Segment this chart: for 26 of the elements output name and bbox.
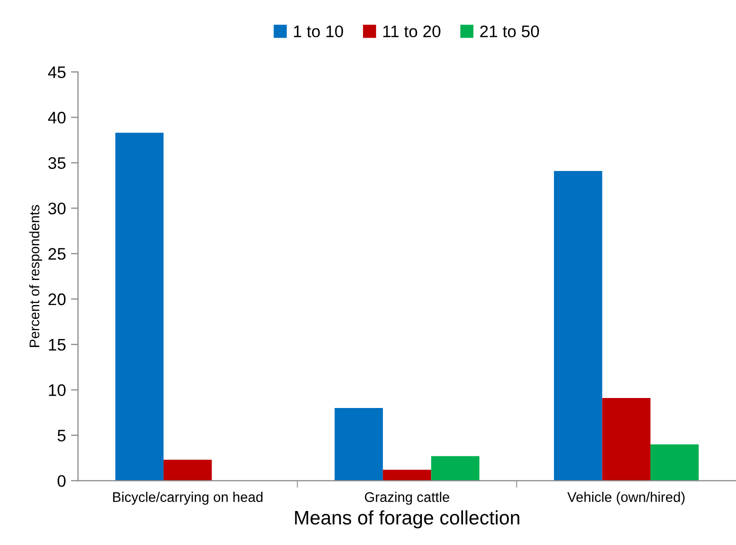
y-axis-title: Percent of respondents — [29, 205, 42, 347]
x-axis-title: Means of forage collection — [295, 510, 520, 528]
y-tick-label: 25 — [48, 248, 66, 260]
y-tick-label: 20 — [48, 293, 66, 306]
y-tick-label: 45 — [48, 66, 66, 78]
bar — [164, 460, 212, 481]
legend-label: 11 to 20 — [383, 25, 440, 38]
legend-label: 1 to 10 — [294, 25, 344, 38]
bar — [554, 170, 602, 481]
bar — [115, 132, 164, 481]
y-tick-label: 0 — [58, 475, 66, 487]
y-tick-label: 30 — [48, 202, 66, 214]
y-tick-label: 10 — [48, 384, 66, 396]
y-tick-label: 15 — [48, 339, 66, 351]
x-tick-label: Vehicle (own/hired) — [567, 492, 685, 505]
bar — [334, 408, 383, 481]
y-tick-label: 5 — [58, 430, 66, 442]
y-tick-label: 35 — [48, 157, 66, 169]
x-tick-label: Bicycle/carrying on head — [113, 492, 262, 505]
legend-label: 21 to 50 — [480, 25, 539, 38]
bar — [602, 398, 650, 481]
bar — [650, 444, 699, 481]
bar — [382, 470, 432, 481]
x-tick-label: Grazing cattle — [364, 492, 450, 505]
bar — [431, 456, 480, 481]
y-tick-label: 40 — [48, 112, 66, 124]
